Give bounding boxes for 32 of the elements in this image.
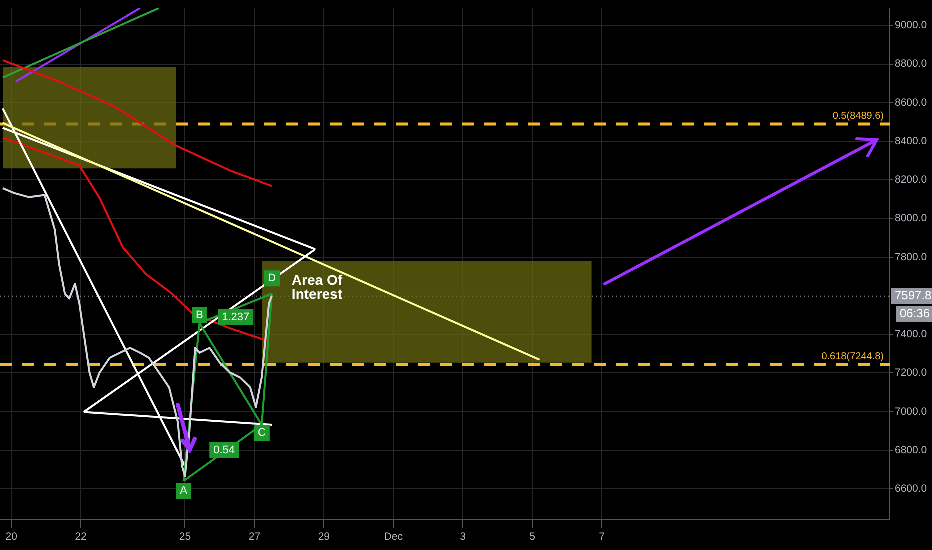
- x-tick-label: 3: [460, 531, 466, 544]
- annotation: Area Of Interest: [292, 272, 343, 302]
- ref-line-label: 7597.8: [895, 288, 932, 303]
- x-tick-label: 25: [179, 531, 192, 544]
- x-tick-label: 27: [248, 531, 261, 544]
- y-tick-label: 8000.0: [895, 212, 928, 225]
- y-tick-label: 7200.0: [895, 367, 928, 380]
- x-tick-label: 7: [599, 531, 606, 544]
- x-tick-label: 20: [6, 531, 18, 544]
- y-tick-label: 7000.0: [895, 406, 928, 418]
- annotation: D: [268, 272, 276, 285]
- y-tick-label: 8400.0: [895, 135, 928, 148]
- annotation: C: [258, 427, 266, 440]
- annotation: B: [196, 309, 204, 322]
- x-tick-label: 5: [530, 531, 536, 544]
- x-tick-label: Dec: [384, 531, 403, 544]
- annotation: 0.54: [214, 444, 236, 457]
- y-tick-label: 8800.0: [895, 58, 928, 70]
- y-tick-label: 8600.0: [895, 96, 928, 109]
- annotation: A: [180, 485, 188, 498]
- x-tick-label: 29: [318, 531, 330, 544]
- y-tick-label: 7400.0: [895, 328, 928, 341]
- x-tick-label: 22: [75, 531, 88, 544]
- text: 06:36: [900, 306, 930, 321]
- y-tick-label: 6800.0: [895, 444, 928, 456]
- y-tick-label: 8200.0: [895, 174, 928, 186]
- annotation: 1.237: [222, 311, 250, 324]
- ref-line-label: 0.618(7244.8): [822, 351, 884, 362]
- y-tick-label: 7800.0: [895, 251, 928, 264]
- y-tick-label: 6600.0: [895, 482, 928, 495]
- ref-line-label: 0.5(8489.6): [832, 110, 884, 122]
- y-tick-label: 9000.0: [895, 20, 928, 32]
